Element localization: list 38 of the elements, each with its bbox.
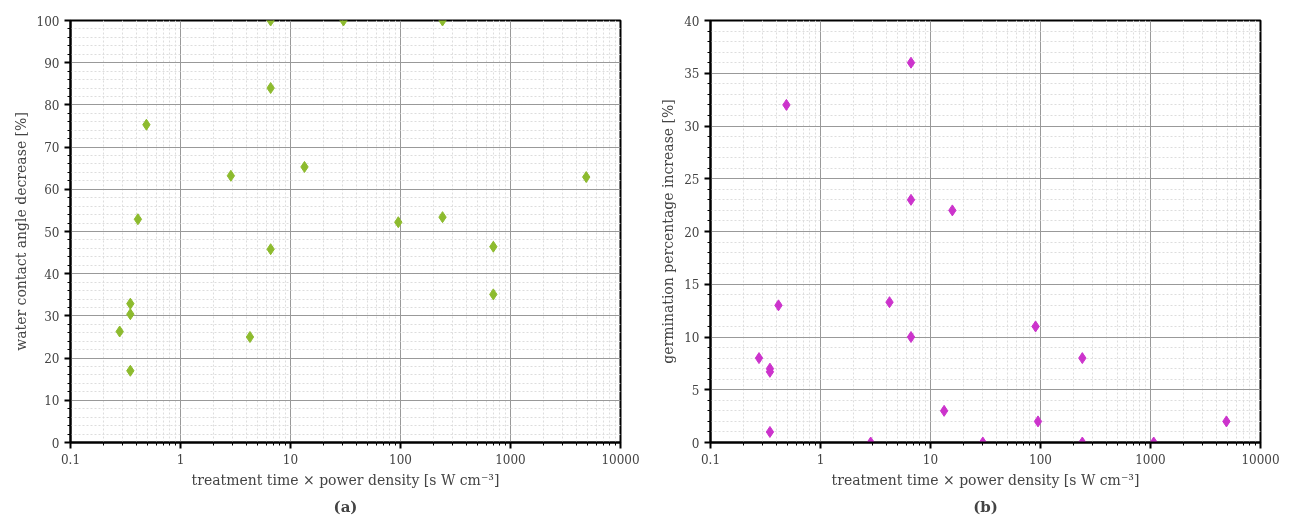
x-tick-label: 0.1 bbox=[60, 452, 81, 467]
y-tick-label: 40 bbox=[44, 267, 60, 282]
x-axis-title: treatment time × power density [s W cm⁻³] bbox=[831, 471, 1140, 488]
y-tick-label: 50 bbox=[44, 225, 60, 240]
x-tick-label: 10000 bbox=[601, 452, 640, 467]
y-tick-label: 30 bbox=[684, 120, 700, 134]
y-tick-label: 100 bbox=[36, 14, 60, 29]
y-axis-title: germination percentage increase [%] bbox=[660, 99, 677, 364]
x-tick-label: 1000 bbox=[495, 452, 526, 467]
text: (b) bbox=[973, 497, 998, 516]
y-tick-label: 30 bbox=[44, 309, 60, 324]
y-tick-label: 10 bbox=[684, 331, 700, 345]
y-tick-label: 70 bbox=[44, 141, 60, 156]
y-tick-label: 80 bbox=[44, 98, 60, 113]
x-tick-label: 10 bbox=[282, 452, 299, 467]
y-tick-label: 10 bbox=[44, 394, 60, 409]
y-axis-title: water contact angle decrease [%] bbox=[12, 112, 29, 351]
y-tick-label: 40 bbox=[684, 14, 700, 29]
x-tick-label: 100 bbox=[389, 452, 412, 467]
x-tick-label: 10000 bbox=[1241, 452, 1280, 467]
y-tick-label: 15 bbox=[684, 278, 700, 293]
y-tick-label: 25 bbox=[684, 172, 700, 187]
x-tick-label: 100 bbox=[1029, 452, 1052, 467]
x-tick-label: 0.1 bbox=[700, 452, 721, 467]
y-tick-label: 60 bbox=[44, 183, 60, 198]
y-tick-label: 35 bbox=[684, 67, 700, 82]
text: (a) bbox=[333, 497, 358, 516]
y-tick-label: 90 bbox=[44, 56, 60, 71]
y-tick-label: 5 bbox=[691, 383, 700, 398]
y-tick-label: 20 bbox=[684, 225, 700, 240]
x-tick-label: 10 bbox=[922, 452, 939, 467]
y-tick-label: 0 bbox=[51, 436, 60, 451]
x-tick-label: 1000 bbox=[1135, 452, 1166, 467]
x-axis-title: treatment time × power density [s W cm⁻³] bbox=[191, 471, 500, 488]
x-tick-label: 1 bbox=[816, 452, 825, 467]
x-tick-label: 1 bbox=[176, 452, 185, 467]
y-tick-label: 20 bbox=[44, 352, 60, 367]
y-tick-label: 0 bbox=[691, 436, 700, 451]
